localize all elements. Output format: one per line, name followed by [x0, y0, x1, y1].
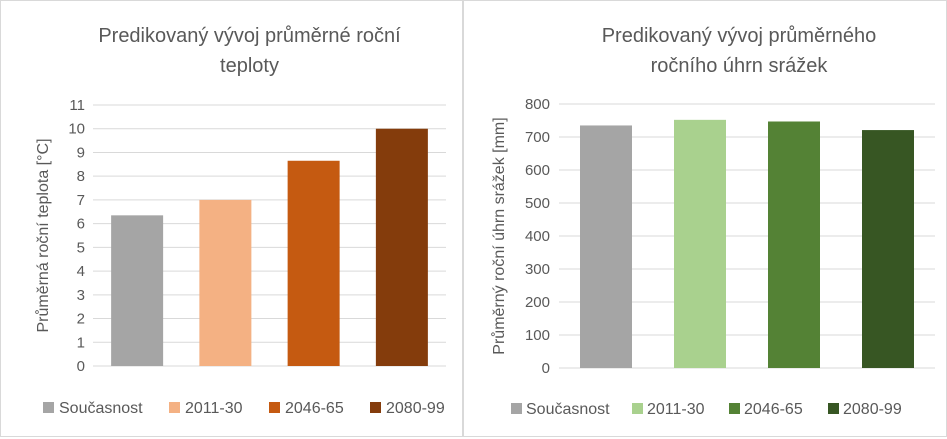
legend-label: Současnost [526, 401, 610, 418]
y-axis-label: Průměrný roční úhrn srážek [mm] [490, 117, 508, 354]
y-tick-label: 100 [525, 327, 550, 344]
legend-swatch [43, 402, 54, 413]
legend-swatch [729, 403, 740, 414]
y-tick-label: 4 [77, 263, 85, 280]
legend-label: 2046-65 [744, 401, 803, 418]
chart-title-line: ročního úhrn srážek [651, 55, 829, 77]
precipitation-chart-panel: Predikovaný vývoj průměrného ročního úhrn… [463, 0, 947, 437]
y-tick-label: 200 [525, 294, 550, 311]
y-tick-label: 8 [77, 168, 85, 185]
chart-title-line: Predikovaný vývoj průměrného [602, 25, 877, 47]
bar-2046-65 [768, 121, 820, 369]
y-tick-label: 6 [77, 216, 85, 233]
bar-Současnost [580, 125, 632, 368]
bar-Současnost [111, 215, 164, 366]
legend-label: 2011-30 [647, 401, 705, 418]
legend-swatch [370, 402, 381, 413]
y-tick-label: 0 [77, 358, 85, 375]
y-tick-label: 3 [77, 287, 85, 304]
legend-swatch [511, 403, 522, 414]
legend-swatch [269, 402, 280, 413]
y-tick-label: 0 [542, 360, 550, 377]
legend-label: Současnost [59, 400, 143, 417]
temperature-chart-panel: Predikovaný vývoj průměrné roční teploty 0… [0, 0, 463, 437]
y-tick-label: 7 [77, 192, 85, 209]
chart-title-line: teploty [220, 55, 279, 77]
precipitation-chart: Predikovaný vývoj průměrného ročního úhrn… [490, 25, 935, 418]
y-tick-label: 11 [69, 97, 85, 114]
bar-2080-99 [862, 130, 914, 368]
legend-label: 2080-99 [843, 401, 902, 418]
legend-label: 2011-30 [185, 400, 243, 417]
y-axis-label: Průměrná roční teplota [°C] [34, 138, 52, 332]
y-tick-label: 1 [77, 334, 85, 351]
legend-label: 2046-65 [285, 400, 344, 417]
y-tick-label: 500 [525, 195, 550, 212]
y-tick-label: 300 [525, 261, 550, 278]
legend-label: 2080-99 [386, 400, 445, 417]
legend-swatch [828, 403, 839, 414]
y-tick-label: 600 [525, 162, 550, 179]
y-tick-label: 9 [77, 144, 85, 161]
y-tick-label: 10 [68, 121, 85, 138]
y-tick-label: 5 [77, 239, 85, 256]
legend-swatch [632, 403, 643, 414]
chart-title-line: Predikovaný vývoj průměrné roční [98, 25, 401, 47]
y-tick-label: 700 [525, 129, 550, 146]
legend-swatch [169, 402, 180, 413]
y-tick-label: 400 [525, 228, 550, 245]
bar-2011-30 [674, 119, 726, 368]
y-tick-label: 2 [77, 311, 85, 328]
y-tick-label: 800 [525, 96, 550, 113]
bar-2011-30 [199, 199, 252, 366]
bar-2080-99 [375, 128, 428, 366]
temperature-chart: Predikovaný vývoj průměrné roční teploty 0… [34, 25, 446, 417]
bar-2046-65 [287, 160, 340, 366]
